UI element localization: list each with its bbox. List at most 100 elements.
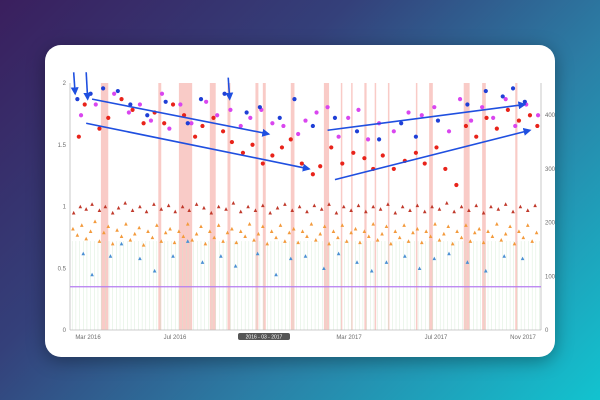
data-point (250, 142, 255, 147)
data-point (244, 110, 249, 115)
data-point (484, 115, 489, 121)
data-point (212, 235, 217, 240)
data-point (296, 131, 301, 137)
data-point (137, 102, 143, 107)
data-point (93, 219, 97, 224)
data-point (155, 223, 159, 227)
data-point (238, 209, 243, 214)
data-point (346, 115, 351, 121)
data-point (190, 238, 194, 242)
data-point (152, 268, 157, 273)
data-point (494, 126, 499, 131)
data-point (376, 137, 382, 142)
data-point (305, 234, 309, 238)
data-point (90, 272, 94, 277)
data-point (446, 129, 452, 134)
x-range-selector[interactable]: 2016 - 03 - 2017 (238, 333, 290, 340)
vertical-gridlines (71, 241, 540, 330)
data-point (384, 224, 389, 229)
data-point (502, 254, 507, 258)
data-point (260, 161, 265, 166)
data-point (384, 260, 389, 264)
data-point (535, 113, 541, 118)
data-point (292, 97, 297, 102)
data-point (483, 88, 488, 94)
data-point (419, 240, 424, 245)
data-point (437, 238, 442, 242)
data-point (106, 115, 111, 121)
data-point (310, 172, 315, 177)
scatter-chart[interactable]: 0 0.5 1 1.5 2 0 100 200 300 400 Mar 2016 Jul 2016 No… (45, 45, 555, 357)
data-point (82, 102, 87, 107)
data-point (253, 208, 258, 213)
data-point (167, 126, 172, 131)
data-point (415, 226, 420, 231)
data-point (332, 115, 338, 121)
highlight-band (482, 83, 486, 330)
data-point (296, 240, 300, 245)
data-point (141, 121, 146, 126)
data-point (152, 202, 156, 206)
data-point (518, 204, 523, 209)
data-point (369, 268, 374, 273)
data-point (417, 266, 422, 271)
data-point (194, 231, 199, 236)
data-point (366, 234, 371, 238)
y-right-tick-label: 400 (545, 113, 555, 119)
data-point (90, 202, 94, 206)
data-point (351, 150, 356, 155)
data-point (391, 129, 396, 134)
data-point (230, 226, 234, 231)
data-point (391, 166, 396, 172)
data-point (513, 123, 518, 129)
trend-arrow (334, 127, 532, 181)
data-point (220, 129, 226, 134)
x-range-selector-tag[interactable] (238, 333, 290, 340)
data-point (303, 118, 308, 123)
trend-arrow (83, 72, 92, 101)
data-point (534, 230, 539, 235)
highlight-band (364, 83, 367, 330)
data-point (403, 254, 407, 258)
data-point (219, 254, 223, 258)
data-point (496, 207, 501, 211)
data-point (447, 251, 451, 256)
y-left-tick-label: 1.5 (58, 143, 67, 149)
data-point (277, 115, 282, 121)
data-point (325, 105, 330, 110)
data-point (124, 221, 128, 226)
data-point (327, 241, 331, 246)
data-point (433, 221, 437, 226)
data-point (503, 97, 508, 102)
data-point (177, 229, 181, 233)
data-point (257, 105, 262, 110)
data-point (119, 234, 124, 238)
data-point (415, 203, 420, 208)
data-point (274, 272, 278, 277)
data-point (356, 107, 361, 112)
data-point (166, 203, 171, 208)
data-point (520, 256, 525, 261)
data-point (329, 145, 334, 150)
data-point (126, 110, 131, 115)
data-point (355, 260, 359, 264)
data-point (406, 239, 411, 243)
data-point (97, 208, 102, 213)
trend-arrow (91, 98, 271, 137)
data-point (222, 91, 227, 96)
data-point (535, 123, 540, 129)
data-point (106, 224, 111, 229)
data-point (123, 200, 127, 205)
data-point (411, 230, 415, 235)
data-point (467, 208, 471, 213)
data-point (261, 224, 265, 229)
data-point (516, 118, 522, 123)
y-right-tick-label: 300 (545, 167, 555, 173)
data-point (163, 99, 168, 104)
data-point (419, 113, 424, 118)
data-point (406, 110, 411, 115)
data-point (353, 226, 358, 231)
data-point (310, 123, 315, 129)
data-point (159, 91, 165, 96)
data-point (356, 203, 361, 208)
